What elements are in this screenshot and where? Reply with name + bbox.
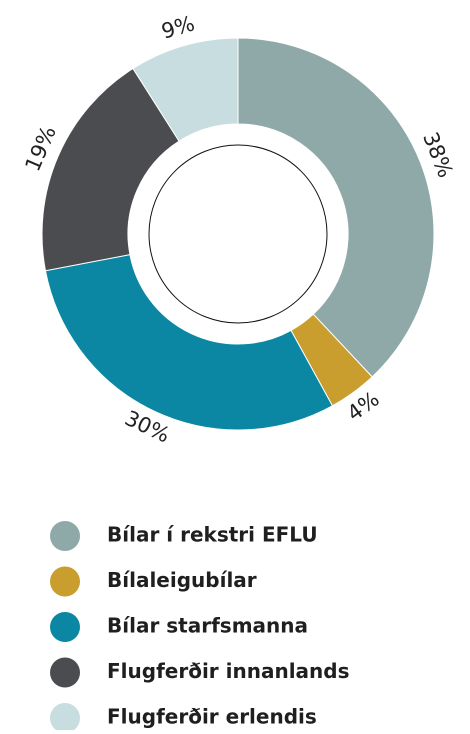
donut-slice <box>41 67 180 272</box>
donut-slice <box>44 254 334 431</box>
legend-swatch <box>50 521 80 551</box>
donut-slice <box>132 37 239 142</box>
legend-label: Flugferðir erlendis <box>107 705 317 729</box>
legend-swatch <box>50 657 80 688</box>
legend-swatch <box>50 703 80 733</box>
legend-label: Bílar starfsmanna <box>107 614 308 638</box>
legend-swatch <box>50 566 80 597</box>
inner-ring <box>148 144 328 324</box>
legend-label: Bílar í rekstri EFLU <box>107 523 318 547</box>
legend-label: Bílaleigubílar <box>107 568 257 592</box>
value-label: 9% <box>159 11 198 43</box>
legend-label: Flugferðir innanlands <box>107 659 350 683</box>
donut-slice <box>237 37 435 378</box>
legend-swatch <box>50 612 80 642</box>
